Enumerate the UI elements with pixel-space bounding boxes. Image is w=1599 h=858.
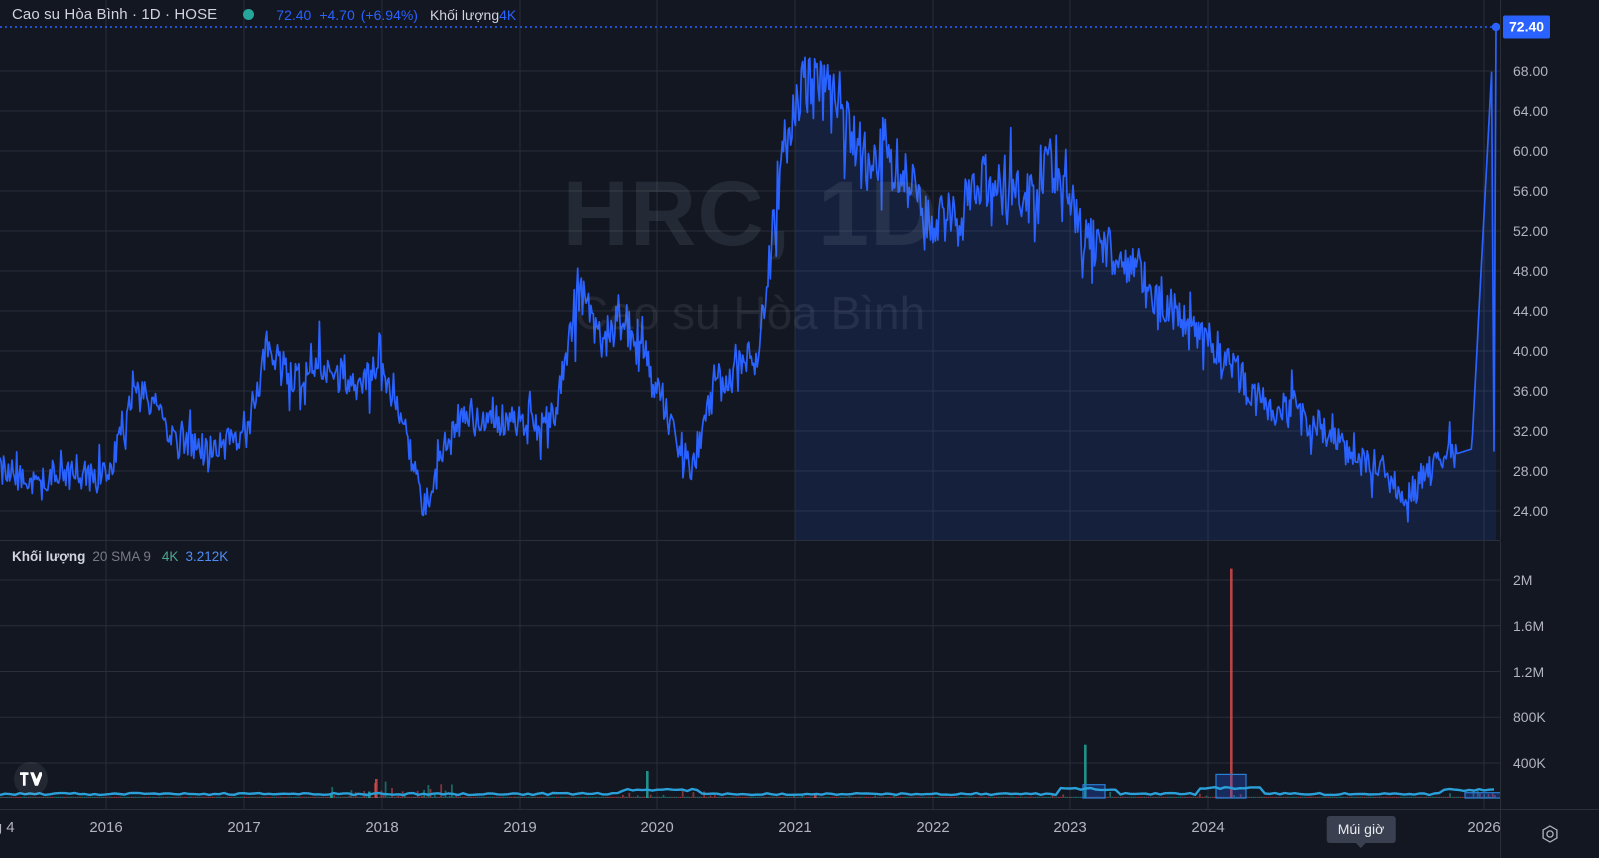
volume-axis-tick: 400K [1513, 755, 1546, 771]
price-axis-tick: 32.00 [1513, 423, 1549, 439]
volume-indicator-value: 4K [161, 549, 179, 564]
price-chart-canvas [0, 0, 1500, 540]
axis-settings-corner[interactable] [1500, 809, 1599, 858]
volume-axis-tick: 800K [1513, 709, 1546, 726]
volume-chart-canvas [0, 541, 1500, 809]
time-axis-tick: 2022 [916, 819, 950, 836]
volume-sma-value: 3.212K [185, 549, 229, 564]
gear-icon[interactable] [1539, 823, 1561, 845]
price-axis-tick: 56.00 [1513, 183, 1549, 199]
tradingview-logo[interactable] [14, 762, 48, 796]
time-axis[interactable]: ng 4 2016 2017 2018 2019 2020 2021 2022 2023 2024… [0, 809, 1599, 858]
tradingview-logo-icon [20, 772, 42, 786]
volume-axis-tick: 1.2M [1513, 663, 1545, 680]
volume-axis[interactable]: 2M 1.6M 1.2M 800K 400K [1500, 541, 1599, 809]
legend-volume-value: 4K [499, 6, 517, 23]
price-axis-tick: 44.00 [1513, 303, 1549, 319]
volume-axis-tick: 2M [1513, 572, 1533, 588]
price-chart-pane[interactable] [0, 0, 1500, 540]
price-axis-tick: 68.00 [1513, 63, 1549, 79]
volume-chart-pane[interactable] [0, 541, 1500, 809]
last-price-value: 72.40 [276, 6, 312, 23]
price-change-percent: (+6.94%) [360, 6, 418, 23]
price-axis-tick: 52.00 [1513, 223, 1549, 239]
price-axis-tick: 64.00 [1513, 103, 1549, 119]
pane-separator[interactable] [0, 540, 1500, 541]
time-axis-tick: 2019 [503, 819, 537, 836]
price-axis-tick: 24.00 [1513, 503, 1549, 519]
time-axis-tick: 2020 [640, 819, 674, 836]
price-axis-tick: 40.00 [1513, 343, 1549, 359]
time-axis-tick: 2023 [1053, 819, 1087, 836]
time-axis-tick: 2017 [227, 819, 261, 836]
volume-indicator-name[interactable]: Khối lượng [12, 549, 86, 564]
price-axis[interactable]: 68.00 64.00 60.00 56.00 52.00 48.00 44.00 40.00… [1500, 0, 1599, 540]
volume-indicator-params: 20 SMA 9 [92, 549, 151, 564]
volume-indicator-legend[interactable]: Khối lượng 20 SMA 9 4K 3.212K [12, 549, 228, 564]
legend-volume-label: Khối lượng [429, 6, 500, 23]
symbol-title[interactable]: Cao su Hòa Bình · 1D · HOSE [12, 6, 218, 23]
price-axis-tick: 28.00 [1513, 463, 1549, 479]
volume-axis-tick: 1.6M [1513, 617, 1545, 634]
time-axis-tick: 2021 [778, 819, 812, 836]
price-axis-tick: 48.00 [1513, 263, 1549, 279]
price-axis-tick: 60.00 [1513, 143, 1549, 159]
price-change-value: +4.70 [319, 6, 355, 23]
time-axis-tick: 2024 [1191, 819, 1225, 836]
time-axis-tick: 2018 [365, 819, 399, 836]
time-axis-tick: ng 4 [0, 819, 15, 836]
price-axis-tick: 36.00 [1513, 383, 1549, 399]
price-legend[interactable]: Cao su Hòa Bình · 1D · HOSE 72.40 +4.70 … [12, 6, 516, 23]
current-price-badge: 72.40 [1503, 15, 1551, 39]
timezone-tooltip[interactable]: Múi giờ [1326, 816, 1396, 848]
time-axis-tick: 2026 [1467, 819, 1501, 836]
market-open-dot-icon [243, 9, 255, 20]
time-axis-tick: 2016 [89, 819, 123, 836]
